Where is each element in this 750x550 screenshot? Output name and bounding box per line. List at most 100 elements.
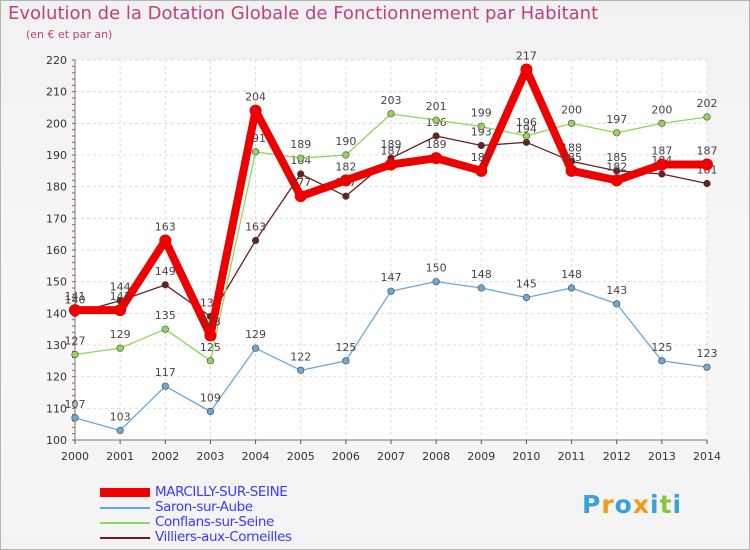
data-point-marcilly-sur-seine [475,164,488,177]
y-tick-label: 210 [46,86,67,99]
data-label-marcilly-sur-seine: 133 [200,316,221,329]
legend-swatch-saron [100,507,150,509]
data-label-marcilly-sur-seine: 182 [335,160,356,173]
data-label-conflans-sur-seine: 135 [155,309,176,322]
data-label-marcilly-sur-seine: 141 [110,290,131,303]
y-tick-label: 170 [46,212,67,225]
data-label-saron-sur-aube: 145 [516,278,537,291]
data-label-conflans-sur-seine: 127 [65,335,86,348]
data-point-conflans-sur-seine [71,350,79,359]
data-label-villiers-aux-corneilles: 140 [65,293,86,306]
plot-area [75,60,707,440]
data-point-villiers-aux-corneilles [613,167,621,175]
data-label-conflans-sur-seine: 203 [381,94,402,107]
logo-letter: r [601,490,615,519]
x-tick-label: 2005 [287,450,315,463]
data-label-conflans-sur-seine: 189 [290,138,311,151]
data-point-saron-sur-aube [658,357,666,365]
data-label-saron-sur-aube: 123 [697,347,718,360]
data-label-saron-sur-aube: 148 [471,268,492,281]
data-label-marcilly-sur-seine: 187 [381,145,402,158]
data-label-marcilly-sur-seine: 163 [155,221,176,234]
data-point-marcilly-sur-seine [294,190,307,203]
data-label-conflans-sur-seine: 190 [335,135,356,148]
data-label-conflans-sur-seine: 196 [516,116,537,129]
data-point-conflans-sur-seine [613,129,621,137]
y-tick-label: 190 [46,149,67,162]
data-point-conflans-sur-seine [251,148,260,156]
data-point-saron-sur-aube [251,344,260,352]
data-point-marcilly-sur-seine [69,304,81,317]
data-point-villiers-aux-corneilles [658,170,666,178]
legend-label-saron: Saron-sur-Aube [155,499,253,515]
data-label-villiers-aux-corneilles: 149 [155,265,176,278]
data-point-saron-sur-aube [206,407,215,416]
data-point-villiers-aux-corneilles [477,141,485,150]
data-point-conflans-sur-seine [477,122,485,131]
data-point-villiers-aux-corneilles [161,281,169,289]
y-tick-label: 160 [46,244,67,257]
data-label-saron-sur-aube: 129 [245,328,266,341]
x-tick-label: 2001 [106,450,134,463]
data-point-saron-sur-aube [522,293,531,302]
data-point-conflans-sur-seine [522,132,531,140]
logo-letter: i [650,490,660,519]
data-point-marcilly-sur-seine [655,158,668,171]
data-label-marcilly-sur-seine: 177 [290,176,311,189]
data-point-saron-sur-aube [116,426,124,435]
data-label-saron-sur-aube: 147 [381,271,402,284]
legend-label-villiers: Villiers-aux-Corneilles [155,529,292,545]
data-label-conflans-sur-seine: 129 [110,328,131,341]
x-tick-label: 2008 [422,450,450,463]
data-point-saron-sur-aube [567,284,576,292]
x-tick-label: 2013 [648,450,676,463]
data-point-conflans-sur-seine [703,113,711,121]
data-label-marcilly-sur-seine: 185 [561,151,582,164]
data-point-marcilly-sur-seine [385,158,397,171]
logo-letter: o [614,490,633,519]
proxiti-logo: Proxiti [582,490,682,519]
x-tick-label: 2011 [558,450,586,463]
data-point-conflans-sur-seine [116,344,124,352]
data-label-villiers-aux-corneilles: 189 [381,138,402,151]
data-label-saron-sur-aube: 125 [335,341,356,354]
legend-swatch-villiers [100,537,150,539]
data-label-villiers-aux-corneilles: 185 [606,151,627,164]
data-label-saron-sur-aube: 148 [561,268,582,281]
x-tick-label: 2002 [151,450,179,463]
data-point-marcilly-sur-seine [114,304,127,317]
data-point-conflans-sur-seine [206,357,215,365]
data-point-marcilly-sur-seine [701,158,713,171]
data-label-villiers-aux-corneilles: 193 [471,126,492,139]
data-label-marcilly-sur-seine: 185 [471,151,492,164]
y-tick-label: 140 [46,307,67,320]
legend-swatch-marcilly [100,488,150,497]
legend-swatch-conflans [100,522,150,524]
chart-title: Evolution de la Dotation Globale de Fonc… [8,3,599,24]
data-label-saron-sur-aube: 103 [110,411,131,424]
data-label-marcilly-sur-seine: 141 [65,290,86,303]
data-point-marcilly-sur-seine [159,234,172,247]
data-point-conflans-sur-seine [342,151,350,159]
data-point-saron-sur-aube [387,287,395,295]
data-label-marcilly-sur-seine: 204 [245,91,266,104]
data-point-marcilly-sur-seine [249,104,262,117]
data-point-marcilly-sur-seine [430,152,443,165]
data-point-marcilly-sur-seine [520,63,533,76]
data-label-saron-sur-aube: 107 [65,398,86,411]
y-tick-label: 110 [46,402,67,415]
x-tick-label: 2014 [693,450,721,463]
data-label-villiers-aux-corneilles: 194 [516,122,537,135]
data-point-saron-sur-aube [613,300,621,308]
data-label-marcilly-sur-seine: 182 [606,160,627,173]
data-point-marcilly-sur-seine [565,164,578,177]
data-point-villiers-aux-corneilles [251,236,260,245]
logo-letter: t [659,490,673,519]
logo-letter: P [582,490,602,519]
data-point-marcilly-sur-seine [610,174,623,187]
data-label-saron-sur-aube: 122 [290,350,311,363]
data-label-marcilly-sur-seine: 217 [516,50,537,63]
y-tick-label: 180 [46,181,67,194]
data-point-villiers-aux-corneilles [522,138,531,146]
